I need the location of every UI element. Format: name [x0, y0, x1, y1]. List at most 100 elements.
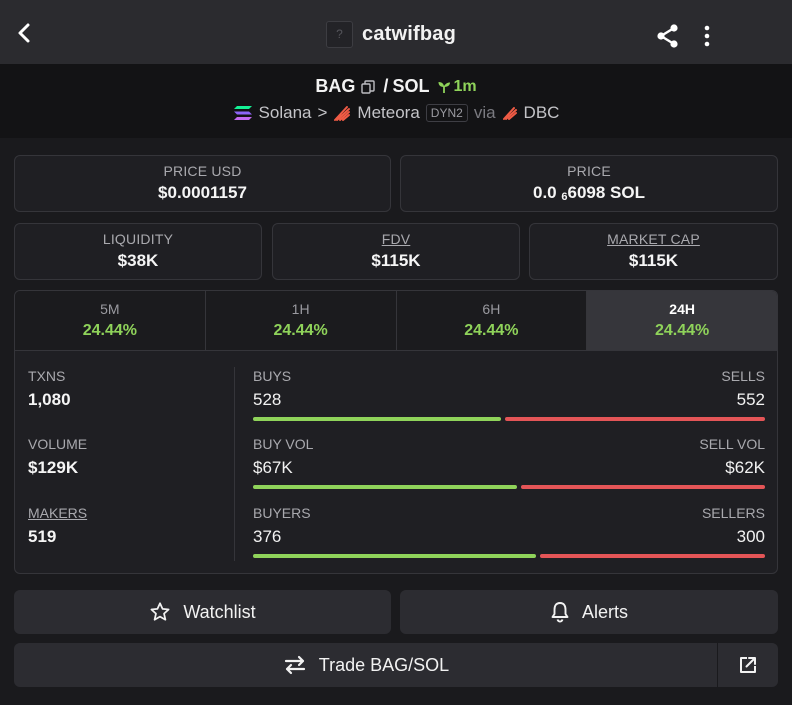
- buyers-label: BUYERS: [253, 505, 311, 521]
- txns-value: 1,080: [28, 390, 71, 409]
- stats-panel: 5M 24.44% 1H 24.44% 6H 24.44% 24H 24.44%…: [14, 290, 778, 574]
- pair-header: BAG / SOL 1m Solana > Meteora DYN2 vi: [0, 64, 792, 138]
- meteora-logo-icon: [334, 106, 351, 121]
- fdv-label[interactable]: FDV: [381, 231, 411, 247]
- tab-6h[interactable]: 6H 24.44%: [396, 291, 588, 350]
- tab-change: 24.44%: [273, 322, 328, 339]
- makers-metric: MAKERS 519: [28, 505, 87, 547]
- tab-label: 24H: [669, 301, 695, 317]
- alerts-button[interactable]: Alerts: [400, 590, 778, 634]
- solana-logo-icon: [233, 106, 252, 120]
- watchlist-label: Watchlist: [183, 601, 256, 622]
- sells-value: 552: [736, 390, 765, 409]
- market-cap-value: $115K: [628, 251, 679, 270]
- sell-vol-value: $62K: [725, 458, 765, 477]
- dex-version-badge: DYN2: [425, 104, 468, 122]
- launchpad-name[interactable]: DBC: [523, 103, 560, 122]
- back-chevron-icon[interactable]: [12, 20, 38, 46]
- buy-vol-bar-segment: [253, 485, 517, 489]
- tab-5m[interactable]: 5M 24.44%: [15, 291, 206, 350]
- sells-bar-segment: [505, 417, 765, 421]
- more-vertical-icon[interactable]: [697, 22, 717, 50]
- buys-value: 528: [253, 390, 282, 409]
- volume-value: $129K: [28, 458, 79, 477]
- sell-vol-label: SELL VOL: [699, 436, 765, 452]
- dbc-logo-icon: [502, 107, 517, 120]
- tab-label: 6H: [482, 301, 501, 317]
- title-group: ? catwifbag: [326, 20, 456, 48]
- star-icon: [150, 602, 170, 621]
- dex-name[interactable]: Meteora: [357, 103, 420, 122]
- market-cap-card[interactable]: MARKET CAP $115K: [529, 223, 778, 280]
- share-icon[interactable]: [654, 22, 682, 50]
- route-arrow: >: [317, 103, 328, 122]
- fdv-value: $115K: [371, 251, 421, 270]
- watchlist-button[interactable]: Watchlist: [14, 590, 391, 634]
- sellers-value: 300: [736, 527, 765, 546]
- alerts-label: Alerts: [581, 601, 628, 622]
- tab-label: 1H: [291, 301, 310, 317]
- base-symbol: BAG: [315, 76, 356, 96]
- sells-label: SELLS: [721, 368, 765, 384]
- volume-metric: VOLUME $129K: [28, 436, 87, 478]
- pair-separator: /: [383, 76, 389, 96]
- bell-icon: [551, 602, 569, 623]
- buyers-bar-segment: [253, 554, 536, 558]
- seedling-icon: [438, 81, 451, 93]
- price-native-rest: 6098 SOL: [567, 183, 646, 202]
- chain-name[interactable]: Solana: [258, 103, 312, 122]
- tab-label: 5M: [100, 301, 120, 317]
- price-native-value: 0.0 66098 SOL: [401, 183, 777, 203]
- price-native-label: PRICE: [567, 163, 611, 179]
- buy-sell-volume-bar: [253, 485, 765, 489]
- token-image-placeholder: ?: [326, 20, 353, 48]
- copy-icon[interactable]: [361, 79, 376, 94]
- price-usd-card: PRICE USD $0.0001157: [14, 155, 391, 212]
- buy-sell-volume-ratio: BUY VOL SELL VOL $67K $62K: [253, 436, 765, 489]
- page-title: catwifbag: [362, 22, 457, 45]
- makers-label[interactable]: MAKERS: [28, 505, 88, 521]
- buys-sells-bar: [253, 417, 765, 421]
- trade-button[interactable]: Trade BAG/SOL: [14, 643, 778, 687]
- tab-change: 24.44%: [654, 322, 710, 339]
- buyers-sellers-ratio: BUYERS SELLERS 376 300: [253, 505, 765, 558]
- via-label: via: [473, 103, 496, 122]
- tab-change: 24.44%: [464, 322, 519, 339]
- price-usd-label: PRICE USD: [163, 163, 242, 179]
- buys-label: BUYS: [253, 368, 292, 384]
- pair-line: BAG / SOL 1m: [0, 76, 792, 97]
- top-app-bar: ? catwifbag: [0, 0, 792, 64]
- sellers-label: SELLERS: [701, 505, 765, 521]
- price-native-card: PRICE 0.0 66098 SOL: [400, 155, 778, 212]
- buy-vol-value: $67K: [253, 458, 293, 477]
- buyers-value: 376: [253, 527, 282, 546]
- route-line: Solana > Meteora DYN2 via DBC: [0, 103, 792, 123]
- buys-sells-ratio: BUYS SELLS 528 552: [253, 368, 765, 421]
- tab-1h[interactable]: 1H 24.44%: [205, 291, 397, 350]
- stats-divider: [234, 367, 235, 561]
- tab-change: 24.44%: [82, 322, 137, 339]
- market-cap-label[interactable]: MARKET CAP: [607, 231, 700, 247]
- pair-age-value: 1m: [453, 77, 477, 95]
- volume-label: VOLUME: [28, 436, 88, 452]
- buyers-sellers-bar: [253, 554, 765, 558]
- tab-24h[interactable]: 24H 24.44%: [587, 291, 777, 350]
- makers-value: 519: [28, 527, 57, 546]
- liquidity-card: LIQUIDITY $38K: [14, 223, 262, 280]
- buy-vol-label: BUY VOL: [253, 436, 314, 452]
- trade-label: Trade BAG/SOL: [318, 654, 450, 675]
- liquidity-label: LIQUIDITY: [102, 231, 174, 247]
- open-external-button[interactable]: [717, 643, 778, 687]
- timeframe-tabs: 5M 24.44% 1H 24.44% 6H 24.44% 24H 24.44%: [15, 291, 777, 351]
- txns-label: TXNS: [28, 368, 66, 384]
- buys-bar-segment: [253, 417, 502, 421]
- txns-metric: TXNS 1,080: [28, 368, 71, 410]
- swap-arrows-icon: [284, 655, 305, 675]
- external-link-icon: [740, 657, 756, 673]
- quote-symbol: SOL: [392, 76, 430, 96]
- fdv-card[interactable]: FDV $115K: [272, 223, 520, 280]
- price-native-prefix: 0.0: [533, 183, 557, 202]
- price-usd-value: $0.0001157: [158, 183, 247, 202]
- price-native-zeros: 6: [561, 191, 568, 203]
- sellers-bar-segment: [539, 554, 765, 558]
